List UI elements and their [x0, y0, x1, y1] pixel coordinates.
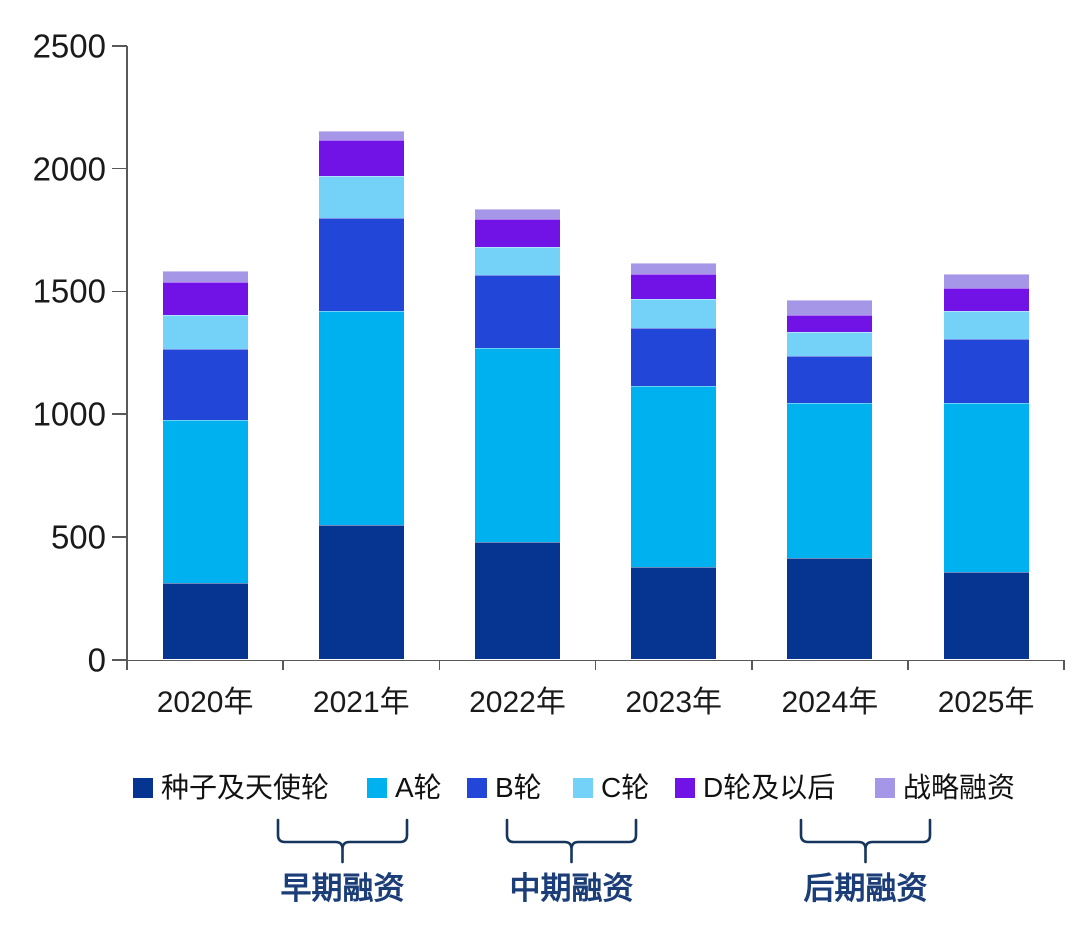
stage-group-label-2: 中期融资	[509, 871, 634, 906]
bar-2025-segment-seed-angel	[943, 572, 1029, 660]
legend-label-series-d-plus: D轮及以后	[703, 772, 836, 803]
bar-2024-segment-series-c	[787, 331, 873, 357]
y-tick-mark	[112, 167, 127, 170]
y-tick-mark	[112, 290, 127, 293]
y-axis-tick-label: 2500	[32, 27, 106, 65]
legend-label-seed-angel: 种子及天使轮	[161, 772, 330, 803]
bar-2025-segment-series-c	[943, 311, 1029, 340]
legend-label-series-a: A轮	[395, 772, 442, 803]
x-axis-tick-label: 2022年	[469, 686, 566, 719]
bar-2023-segment-seed-angel	[631, 567, 717, 660]
x-tick-mark	[907, 659, 909, 670]
legend-label-series-c: C轮	[601, 772, 650, 803]
legend-item-series-b: B轮	[467, 772, 542, 803]
y-axis-tick-label: 500	[50, 518, 106, 556]
bar-2022-segment-series-c	[475, 247, 560, 276]
x-axis-tick-label: 2024年	[781, 686, 879, 719]
bar-2023-segment-series-c	[631, 298, 717, 329]
bar-2023-segment-series-b	[631, 328, 717, 386]
legend-swatch-series-b-icon	[467, 778, 487, 798]
bar-2024-segment-series-a	[787, 403, 873, 558]
bar-2025-segment-strategic	[943, 274, 1029, 288]
bar-2021-segment-strategic	[318, 130, 404, 141]
bar-2020-segment-series-a	[162, 420, 248, 584]
legend-item-series-c: C轮	[573, 772, 650, 803]
bar-2021-segment-series-c	[318, 176, 404, 218]
legend-item-series-d-plus: D轮及以后	[675, 772, 836, 803]
x-tick-mark	[438, 659, 441, 670]
x-tick-mark	[751, 659, 753, 670]
legend-swatch-strategic-icon	[875, 778, 895, 798]
bar-2022-segment-series-b	[475, 275, 560, 348]
legend-item-seed-angel: 种子及天使轮	[133, 772, 330, 803]
x-tick-mark	[594, 659, 597, 670]
stage-bracket-1-icon	[276, 818, 409, 864]
y-tick-mark	[112, 413, 127, 415]
legend-swatch-series-d-plus-icon	[675, 778, 695, 798]
x-axis-tick-label: 2023年	[625, 686, 723, 719]
legend-label-strategic: 战略融资	[903, 772, 1016, 803]
bar-2020-segment-strategic	[162, 270, 248, 282]
legend-item-series-a: A轮	[367, 772, 442, 803]
bar-2023-segment-series-a	[631, 385, 717, 568]
y-axis-tick-label: 2000	[32, 150, 106, 188]
bar-2022-segment-series-a	[475, 347, 560, 542]
legend-swatch-series-c-icon	[573, 778, 593, 798]
bar-2022-segment-seed-angel	[475, 541, 560, 660]
y-axis-tick-label: 1500	[32, 272, 106, 310]
bar-2023-segment-series-d-plus	[631, 274, 717, 299]
bar-2022-segment-series-d-plus	[475, 219, 560, 248]
bar-2024-segment-seed-angel	[787, 557, 873, 660]
legend-swatch-series-a-icon	[367, 778, 387, 798]
legend-label-series-b: B轮	[495, 772, 542, 803]
stage-bracket-3-icon	[799, 818, 932, 864]
stage-bracket-2-icon	[505, 818, 638, 864]
y-tick-mark	[112, 536, 127, 538]
bar-2023-segment-strategic	[631, 263, 717, 275]
x-axis-tick-label: 2021年	[312, 686, 410, 719]
bar-2024-segment-series-b	[787, 356, 873, 404]
x-tick-mark	[282, 659, 284, 670]
legend-swatch-seed-angel-icon	[133, 778, 153, 798]
bar-2025-segment-series-b	[943, 339, 1029, 404]
x-axis-tick-label: 2025年	[937, 686, 1035, 719]
bar-2021-segment-series-d-plus	[318, 140, 404, 177]
x-axis-line	[112, 659, 1065, 662]
y-tick-mark	[112, 45, 127, 47]
legend-item-strategic: 战略融资	[875, 772, 1016, 803]
y-tick-mark	[112, 658, 127, 661]
y-axis-line	[126, 46, 128, 670]
bar-2020-segment-series-b	[162, 349, 248, 421]
bar-2021-segment-seed-angel	[318, 524, 404, 660]
y-axis-tick-label: 0	[87, 641, 106, 678]
stage-group-label-1: 早期融资	[280, 871, 405, 906]
bar-2025-segment-series-d-plus	[943, 287, 1029, 312]
bar-2020-segment-series-c	[162, 314, 248, 350]
bar-2020-segment-series-d-plus	[162, 281, 248, 315]
stage-group-label-3: 后期融资	[803, 871, 928, 906]
bar-2021-segment-series-a	[318, 311, 404, 525]
y-axis-tick-label: 1000	[32, 395, 106, 433]
bar-2022-segment-strategic	[475, 209, 560, 219]
x-tick-mark	[126, 659, 128, 670]
bar-2024-segment-strategic	[787, 299, 873, 315]
x-axis-tick-label: 2020年	[156, 686, 254, 719]
bar-2025-segment-series-a	[943, 403, 1029, 573]
bar-2020-segment-seed-angel	[162, 583, 248, 660]
bar-2021-segment-series-b	[318, 217, 404, 312]
x-tick-mark	[1063, 659, 1065, 670]
bar-2024-segment-series-d-plus	[787, 314, 873, 332]
